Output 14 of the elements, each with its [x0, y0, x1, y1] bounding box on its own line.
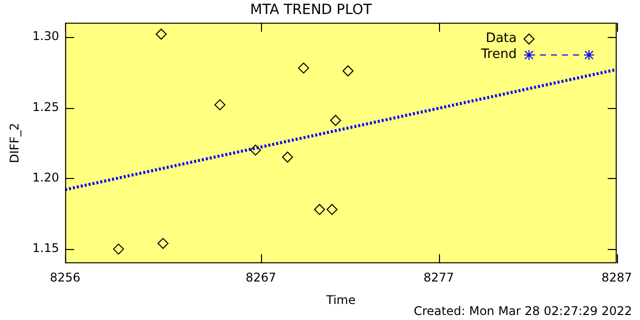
x-tick-label: 8287 — [601, 270, 632, 285]
y-tick-label: 1.25 — [32, 100, 60, 114]
chart-title: MTA TREND PLOT — [250, 2, 372, 18]
x-tick-label: 8277 — [424, 270, 454, 285]
legend-label: Data — [486, 31, 517, 46]
x-tick-label: 8267 — [246, 270, 276, 285]
y-tick-label: 1.15 — [32, 241, 60, 256]
x-axis-title: Time — [325, 292, 356, 307]
x-tick-label: 8256 — [50, 270, 80, 285]
legend-label: Trend — [481, 47, 517, 62]
y-tick-label: 1.30 — [32, 29, 60, 44]
y-tick-label: 1.20 — [32, 170, 60, 184]
y-axis-title: DIFF_2 — [7, 122, 22, 164]
text: Created: Mon Mar 28 02:27:29 2022 — [414, 304, 632, 318]
